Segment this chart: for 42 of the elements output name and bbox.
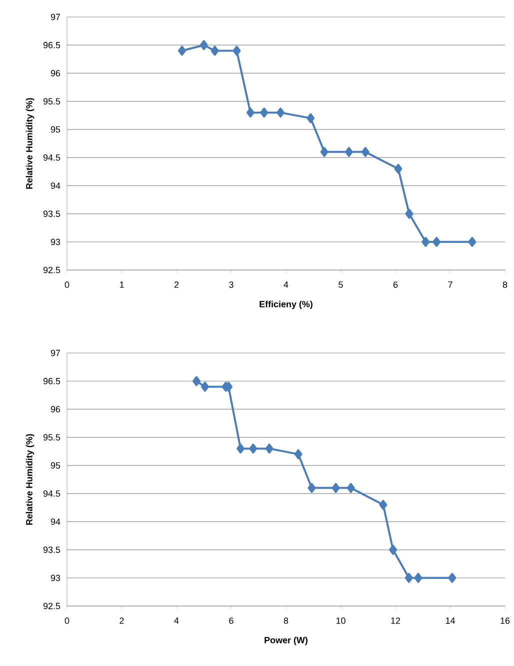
y-tick-label: 94 <box>50 182 60 189</box>
x-tick-label: 16 <box>500 618 510 624</box>
y-axis-title: Relative Humidity (%) <box>26 98 34 189</box>
y-tick-label: 95.5 <box>43 434 60 441</box>
x-tick-label: 4 <box>284 282 288 288</box>
y-tick-label: 96 <box>50 406 60 412</box>
y-tick-label: 96.5 <box>43 42 60 48</box>
y-axis-title: Relative Humidity (%) <box>26 434 34 525</box>
x-tick-label: 0 <box>64 618 70 624</box>
y-tick-label: 97 <box>50 14 60 20</box>
x-tick-label: 7 <box>448 282 452 288</box>
y-tick-label: 95 <box>50 462 60 469</box>
x-tick-label: 2 <box>174 282 179 288</box>
x-tick-label: 6 <box>229 618 234 624</box>
x-tick-label: 8 <box>284 618 288 624</box>
y-tick-label: 93.5 <box>43 546 60 553</box>
x-tick-label: 8 <box>502 282 508 288</box>
y-tick-label: 92.5 <box>43 602 60 610</box>
x-tick-label: 5 <box>338 282 343 288</box>
x-tick-label: 14 <box>446 618 455 624</box>
x-tick-label: 6 <box>393 282 398 288</box>
x-tick-label: 1 <box>120 282 124 288</box>
x-axis-title: Power (W) <box>264 636 308 646</box>
y-tick-label: 97 <box>50 350 60 356</box>
x-tick-label: 10 <box>336 618 346 624</box>
y-tick-label: 94 <box>50 518 60 525</box>
y-tick-label: 96 <box>50 70 60 76</box>
y-tick-label: 93 <box>50 574 60 582</box>
x-tick-label: 12 <box>391 618 400 624</box>
x-tick-label: 3 <box>229 282 234 288</box>
y-tick-label: 95 <box>50 126 60 133</box>
y-tick-label: 94.5 <box>43 490 60 497</box>
y-tick-label: 94.5 <box>43 154 60 161</box>
y-tick-label: 93.5 <box>43 210 60 217</box>
x-tick-label: 0 <box>64 282 70 288</box>
y-tick-label: 95.5 <box>43 98 60 105</box>
y-tick-label: 93 <box>50 238 60 246</box>
x-axis-title: Efficieny (%) <box>260 300 312 310</box>
x-tick-label: 2 <box>120 618 124 624</box>
y-tick-label: 96.5 <box>43 378 60 384</box>
y-tick-label: 92.5 <box>43 266 60 274</box>
x-tick-label: 4 <box>174 618 179 624</box>
